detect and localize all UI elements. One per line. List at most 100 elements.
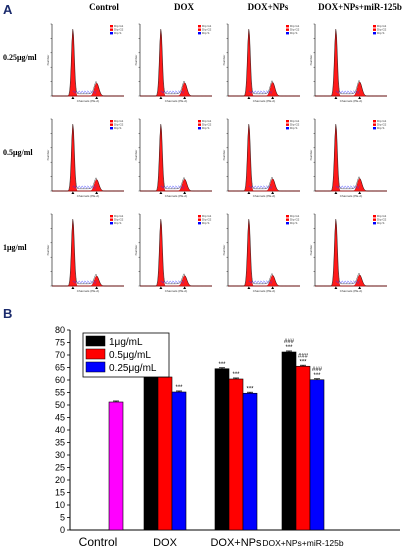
peak-marker: [271, 96, 275, 99]
peak-marker: [247, 96, 251, 99]
g2-peak: [140, 178, 212, 192]
x-axis-label: Channels (PE-A): [165, 289, 188, 293]
legend-label: Dip G2: [377, 218, 387, 222]
significance-label: ***: [299, 359, 307, 365]
peak-marker: [358, 191, 362, 194]
g2-peak: [52, 179, 124, 192]
g2-peak: [140, 275, 212, 287]
histogram-envelope: [228, 124, 300, 192]
y-axis-label: Number: [222, 150, 226, 161]
s-phase-curve: [160, 90, 185, 94]
x-category-label: Control: [79, 535, 118, 549]
y-tick-label: 40: [55, 425, 65, 435]
peak-marker: [334, 96, 338, 99]
histogram-envelope: [140, 219, 212, 287]
bar: [295, 365, 311, 531]
g1-peak: [228, 29, 300, 97]
y-axis-label: Number: [309, 150, 313, 161]
g1-peak: [315, 29, 387, 97]
legend-swatch: [286, 32, 289, 35]
legend-label: Dip G2: [290, 123, 300, 127]
legend-swatch: [373, 28, 376, 31]
legend-label: Dip S: [377, 126, 384, 130]
y-axis-label: Number: [134, 55, 138, 66]
y-axis-label: Number: [134, 245, 138, 256]
legend-label: Dip G1: [290, 214, 300, 218]
histogram-envelope: [315, 124, 387, 192]
panel-a-histogram-grid: Control DOX DOX+NPs DOX+NPs+miR-125b 0.25μg/…: [3, 2, 402, 293]
s-phase-curve: [72, 185, 97, 189]
y-tick-label: 20: [55, 475, 65, 485]
column-header: Control: [89, 2, 119, 12]
histogram-envelope: [315, 219, 387, 287]
legend-label: Dip G1: [114, 214, 124, 218]
legend-label: 0.5μg/mL: [109, 350, 151, 361]
g1-peak: [315, 219, 387, 287]
legend-label: Dip G1: [202, 119, 212, 123]
x-axis-label: Channels (PE-A): [77, 194, 100, 198]
histogram-envelope: [140, 29, 212, 97]
legend-swatch: [286, 123, 289, 126]
legend-swatch: [110, 32, 113, 35]
peak-marker: [271, 286, 275, 289]
legend-label: 0.25μg/mL: [109, 363, 157, 374]
legend-label: Dip S: [290, 126, 297, 130]
peak-marker: [183, 286, 187, 289]
s-phase-curve: [335, 185, 360, 189]
g2-peak: [140, 82, 212, 97]
legend-swatch: [110, 28, 113, 31]
column-header: DOX+NPs: [248, 2, 289, 12]
legend-swatch: [198, 120, 201, 123]
panel-b-bar-chart: 0 5 10 15 20 25 30 35 40 45 50 55 60 65 70 75 80 Control D…: [55, 325, 400, 549]
histogram-envelope: [52, 124, 124, 192]
legend-swatch: [286, 218, 289, 221]
histogram-envelope: [315, 29, 387, 97]
legend-label: Dip S: [290, 221, 297, 225]
peak-marker: [95, 96, 99, 99]
peak-marker: [71, 191, 75, 194]
s-phase-curve: [72, 280, 97, 284]
histogram-envelope: [52, 219, 124, 287]
legend-label: Dip G1: [377, 119, 387, 123]
y-axis-label: Number: [46, 55, 50, 66]
s-phase-curve: [160, 185, 185, 189]
y-tick-label: 10: [55, 500, 65, 510]
x-axis-label: Channels (PE-A): [165, 194, 188, 198]
column-header: DOX: [174, 2, 195, 12]
g2-peak: [315, 178, 387, 192]
peak-marker: [159, 96, 163, 99]
legend-swatch: [110, 123, 113, 126]
legend-label: Dip S: [377, 221, 384, 225]
legend-label: Dip G1: [377, 24, 387, 28]
legend-swatch: [110, 127, 113, 130]
legend-swatch: [110, 222, 113, 225]
bar: [228, 378, 244, 531]
y-tick-label: 25: [55, 463, 65, 473]
y-tick-label: 60: [55, 375, 65, 385]
bar: [143, 366, 159, 531]
g1-peak: [52, 124, 124, 192]
x-axis-label: Channels (PE-A): [253, 99, 276, 103]
y-tick-label: 45: [55, 413, 65, 423]
histogram-envelope: [140, 124, 212, 192]
s-phase-curve: [160, 280, 185, 284]
legend-swatch: [373, 120, 376, 123]
peak-marker: [358, 96, 362, 99]
legend-label: Dip G2: [290, 218, 300, 222]
legend-label: Dip G1: [114, 24, 124, 28]
x-axis-label: Channels (PE-A): [340, 194, 363, 198]
x-axis-label: Channels (PE-A): [77, 289, 100, 293]
legend-swatch: [373, 215, 376, 218]
legend-label: Dip S: [202, 31, 209, 35]
significance-label: ***: [232, 372, 240, 378]
s-phase-curve: [248, 185, 273, 189]
bar: [309, 379, 325, 531]
legend-label: Dip G2: [114, 28, 124, 32]
